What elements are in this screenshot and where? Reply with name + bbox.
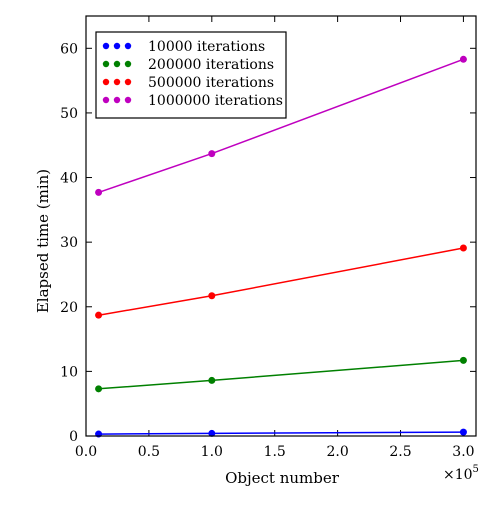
data-point-1-1 <box>208 376 216 384</box>
y-tick-label: 60 <box>60 41 78 57</box>
data-point-0-1 <box>208 429 216 437</box>
x-axis-multiplier: ×105 <box>443 464 479 483</box>
legend-label-0: 10000 iterations <box>148 39 265 55</box>
legend-marker-3 <box>113 96 121 104</box>
legend-marker-2 <box>124 78 132 86</box>
y-tick-label: 40 <box>60 171 78 187</box>
x-tick-label: 0.5 <box>138 444 160 460</box>
y-tick-label: 50 <box>60 106 78 122</box>
data-point-3-0 <box>95 188 103 196</box>
data-point-3-2 <box>459 55 467 63</box>
y-tick-label: 20 <box>60 300 78 316</box>
series-layer <box>95 55 467 438</box>
legend-marker-0 <box>124 42 132 50</box>
series-line-1 <box>98 359 464 390</box>
y-axis-label: Elapsed time (min) <box>34 169 52 313</box>
legend-label-2: 500000 iterations <box>148 75 274 91</box>
data-point-2-1 <box>208 292 216 300</box>
legend-marker-1 <box>113 60 121 68</box>
plot-frame <box>85 15 477 437</box>
x-tick-label: 1.5 <box>264 444 286 460</box>
data-point-2-2 <box>459 244 467 252</box>
data-point-1-0 <box>95 385 103 393</box>
x-tick-label: 3.0 <box>452 444 474 460</box>
legend-marker-0 <box>113 42 121 50</box>
x-tick-label: 2.5 <box>389 444 411 460</box>
x-tick-label: 2.0 <box>326 444 348 460</box>
series-line-2 <box>98 247 464 316</box>
series-line-0 <box>98 431 464 435</box>
x-tick-label: 0.0 <box>75 444 97 460</box>
data-point-1-2 <box>459 356 467 364</box>
legend-marker-3 <box>124 96 132 104</box>
frame-layer <box>85 15 477 437</box>
x-axis-multiplier-base: ×10 <box>443 467 473 483</box>
legend-label-1: 200000 iterations <box>148 57 274 73</box>
x-tick-label: 1.0 <box>201 444 223 460</box>
legend-marker-1 <box>124 60 132 68</box>
legend-marker-2 <box>113 78 121 86</box>
legend-marker-3 <box>102 96 110 104</box>
x-axis-label: Object number <box>225 469 340 487</box>
y-tick-label: 30 <box>60 235 78 251</box>
axes-layer: 0.0 0.5 1.0 1.5 2.0 2.5 3.0 0 10 20 30 40 50 60 <box>60 16 476 460</box>
data-point-0-2 <box>459 428 467 436</box>
legend-marker-0 <box>102 42 110 50</box>
data-point-3-1 <box>208 150 216 158</box>
legend-marker-2 <box>102 78 110 86</box>
legend-layer: 10000 iterations 200000 iterations 500000 … <box>95 31 287 119</box>
y-tick-label: 10 <box>60 364 78 380</box>
legend-label-3: 1000000 iterations <box>148 93 283 109</box>
legend-marker-1 <box>102 60 110 68</box>
y-tick-label: 0 <box>69 429 78 445</box>
x-axis-multiplier-exponent: 5 <box>473 464 479 475</box>
data-point-2-0 <box>95 311 103 319</box>
